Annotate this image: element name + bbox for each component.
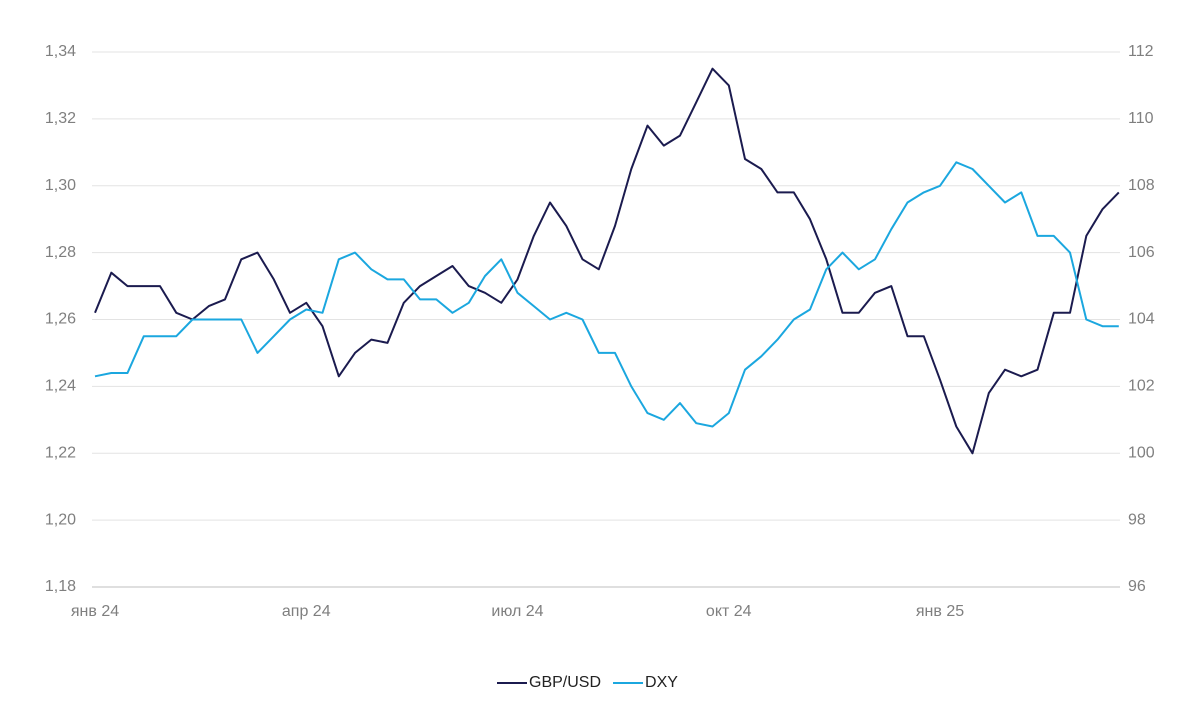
- y2-tick-label: 98: [1128, 511, 1146, 528]
- y2-tick-label: 110: [1128, 110, 1154, 127]
- legend-label: GBP/USD: [529, 674, 601, 691]
- y2-tick-label: 108: [1128, 177, 1155, 194]
- line-series: [94, 161, 1119, 428]
- legend-label: DXY: [645, 674, 678, 691]
- y-tick-label: 1,28: [45, 244, 76, 261]
- x-tick-label: апр 24: [282, 603, 331, 620]
- y-tick-label: 1,26: [45, 311, 76, 328]
- y-tick-label: 1,18: [45, 578, 76, 595]
- y-tick-label: 1,30: [45, 177, 76, 194]
- x-tick-label: янв 24: [71, 603, 119, 620]
- y2-tick-label: 106: [1128, 244, 1155, 261]
- y2-tick-label: 104: [1128, 311, 1155, 328]
- y-tick-label: 1,34: [45, 43, 76, 60]
- y-tick-label: 1,22: [45, 444, 76, 461]
- y2-tick-label: 112: [1128, 43, 1154, 60]
- y-tick-label: 1,20: [45, 511, 76, 528]
- y2-tick-label: 100: [1128, 444, 1155, 461]
- y-tick-label: 1,32: [45, 110, 76, 127]
- line-series: [94, 67, 1120, 455]
- x-tick-label: окт 24: [706, 603, 752, 620]
- y-tick-label: 1,24: [45, 378, 76, 395]
- x-tick-label: июл 24: [491, 603, 543, 620]
- x-tick-label: янв 25: [916, 603, 964, 620]
- y2-tick-label: 96: [1128, 578, 1146, 595]
- y2-tick-label: 102: [1128, 378, 1155, 395]
